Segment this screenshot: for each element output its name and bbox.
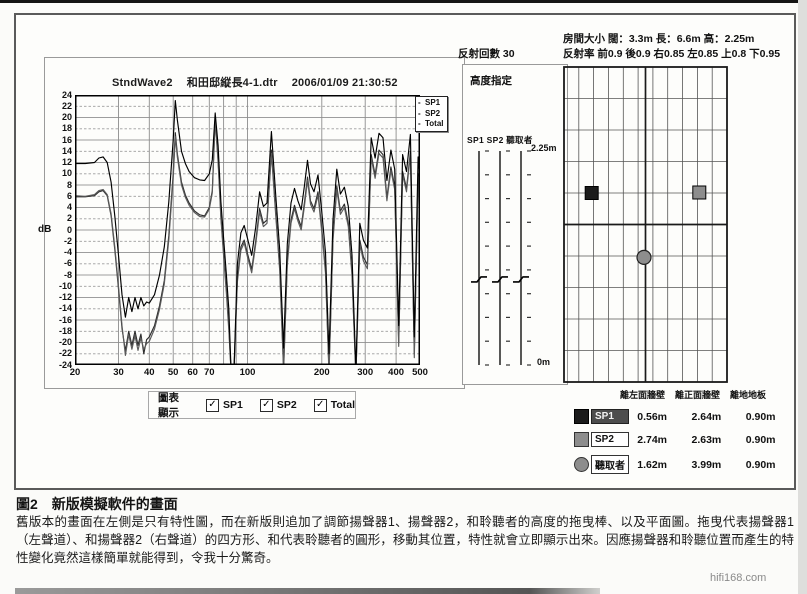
- y-tick-22: 22: [61, 100, 72, 111]
- x-tick-70: 70: [204, 367, 215, 378]
- x-tick-400: 400: [388, 367, 405, 378]
- sp2-line-marker: -: [418, 108, 421, 118]
- y-tick-0: 0: [66, 224, 72, 235]
- slider-handle-2[interactable]: [513, 276, 529, 283]
- checkbox-total-box[interactable]: ✓: [313, 398, 327, 412]
- table-row-listener[interactable]: 聽取者 1.62m 3.99m 0.90m: [566, 455, 792, 474]
- room-object-1[interactable]: [692, 185, 707, 200]
- room-plan[interactable]: [563, 66, 728, 383]
- legend-item-total: - Total: [418, 119, 444, 128]
- y-tick--24: -24: [58, 359, 72, 370]
- x-tick-300: 300: [357, 367, 374, 378]
- y-tick--18: -18: [58, 325, 72, 336]
- sp1-row-label[interactable]: SP1: [591, 409, 630, 424]
- slider-min-label: 0m: [537, 357, 551, 367]
- header-front-wall: 離正面牆壁: [675, 390, 721, 400]
- series-sp1: [75, 116, 420, 365]
- position-table: 離左面牆壁 離正面牆壁 離地地板 SP1 0.56m 2.64m 0.90m S…: [566, 388, 792, 474]
- chart-display-group: 圖表顯示 ✓ SP1 ✓ SP2 ✓ Total: [148, 391, 356, 419]
- chart-title-file: 和田邸縦長4-1.dtr: [186, 77, 278, 89]
- y-axis-title: dB: [38, 224, 52, 235]
- checkbox-sp2-box[interactable]: ✓: [259, 398, 273, 412]
- sp2-row-label[interactable]: SP2: [591, 432, 630, 447]
- frequency-response-plot: [75, 95, 420, 365]
- y-tick--10: -10: [58, 280, 72, 291]
- y-tick--8: -8: [63, 269, 72, 280]
- chart-title-app: StndWave2: [112, 77, 173, 89]
- chart-legend: - SP1 - SP2 - Total: [415, 96, 448, 132]
- page-right-shade: [798, 0, 807, 594]
- y-tick-2: 2: [66, 213, 72, 224]
- table-row-sp1[interactable]: SP1 0.56m 2.64m 0.90m: [566, 409, 792, 424]
- height-panel-title: 高度指定: [470, 75, 512, 87]
- y-tick-10: 10: [61, 168, 72, 179]
- height-sliders[interactable]: [466, 145, 564, 373]
- y-tick--16: -16: [58, 314, 72, 325]
- slider-max-label: 2.25m: [531, 143, 557, 153]
- slider-handle-1[interactable]: [492, 276, 508, 283]
- room-object-2[interactable]: [636, 249, 652, 265]
- listener-circle-icon: [574, 457, 589, 472]
- y-tick--14: -14: [58, 303, 72, 314]
- reflections-count-label: 反射回數 30: [458, 48, 515, 60]
- y-tick-18: 18: [61, 123, 72, 134]
- y-tick--4: -4: [63, 247, 72, 257]
- room-size-label: 房間大小 闊：3.3m 長：6.6m 高：2.25m: [563, 33, 755, 45]
- x-tick-60: 60: [187, 367, 198, 378]
- x-tick-30: 30: [113, 367, 124, 378]
- series-sp2: [75, 119, 420, 365]
- y-tick-24: 24: [61, 89, 72, 100]
- legend-item-sp2: - SP2: [418, 108, 441, 118]
- sp1-line-marker: -: [418, 98, 421, 107]
- checkbox-sp1[interactable]: ✓ SP1: [205, 398, 243, 412]
- header-floor: 離地地板: [730, 390, 767, 400]
- checkbox-sp1-box[interactable]: ✓: [205, 398, 219, 412]
- chart-display-label: 圖表顯示: [158, 392, 179, 419]
- total-line-marker: -: [418, 119, 421, 128]
- x-tick-50: 50: [167, 367, 179, 378]
- sp1-square-icon: [574, 409, 589, 424]
- slider-handle-0[interactable]: [471, 276, 487, 283]
- figure-caption-title: 圖2 新版模擬軟件的畫面: [16, 496, 178, 512]
- x-tick-100: 100: [239, 367, 256, 378]
- y-tick-8: 8: [66, 179, 72, 190]
- series-total: [75, 100, 420, 365]
- chart-title-datetime: 2006/01/09 21:30:52: [291, 77, 398, 89]
- figure-caption-body: 舊版本的畫面在左側是只有特性圖，而在新版則追加了調節揚聲器1、揚聲器2，和聆聽者…: [16, 515, 794, 565]
- x-tick-40: 40: [144, 367, 155, 378]
- x-tick-20: 20: [69, 367, 81, 378]
- y-tick-12: 12: [61, 157, 72, 167]
- site-watermark: hifi168.com: [710, 572, 767, 584]
- y-tick-16: 16: [61, 134, 72, 145]
- room-reflectivity-label: 反射率 前0.9 後0.9 右0.85 左0.85 上0.8 下0.95: [563, 48, 781, 60]
- app-window: [14, 13, 796, 490]
- y-tick--20: -20: [58, 337, 72, 347]
- y-tick-6: 6: [66, 190, 72, 201]
- checkbox-total[interactable]: ✓ Total: [313, 398, 355, 412]
- y-tick-20: 20: [61, 112, 72, 122]
- table-row-sp2[interactable]: SP2 2.74m 2.63m 0.90m: [566, 432, 792, 447]
- x-tick-500: 500: [412, 367, 428, 378]
- sp2-square-icon: [574, 432, 589, 447]
- legend-item-sp1: - SP1: [418, 98, 441, 107]
- listener-row-label[interactable]: 聽取者: [591, 455, 630, 474]
- checkbox-sp2[interactable]: ✓ SP2: [259, 398, 297, 412]
- y-tick-4: 4: [66, 202, 72, 212]
- y-tick--2: -2: [63, 235, 72, 246]
- y-tick--22: -22: [58, 348, 72, 359]
- header-left-wall: 離左面牆壁: [620, 390, 666, 400]
- y-tick--12: -12: [58, 292, 72, 302]
- x-tick-200: 200: [313, 367, 330, 378]
- y-tick-14: 14: [61, 145, 72, 156]
- position-table-headers: 離左面牆壁 離正面牆壁 離地地板: [620, 388, 792, 401]
- room-object-0[interactable]: [584, 186, 599, 200]
- y-tick--6: -6: [63, 258, 72, 269]
- slider-column-labels: SP1 SP2 聽取者: [467, 135, 533, 145]
- chart-title: StndWave2 和田邸縦長4-1.dtr 2006/01/09 21:30:52: [112, 74, 412, 90]
- next-figure-edge: [15, 588, 600, 594]
- page-top-rule: [0, 0, 807, 3]
